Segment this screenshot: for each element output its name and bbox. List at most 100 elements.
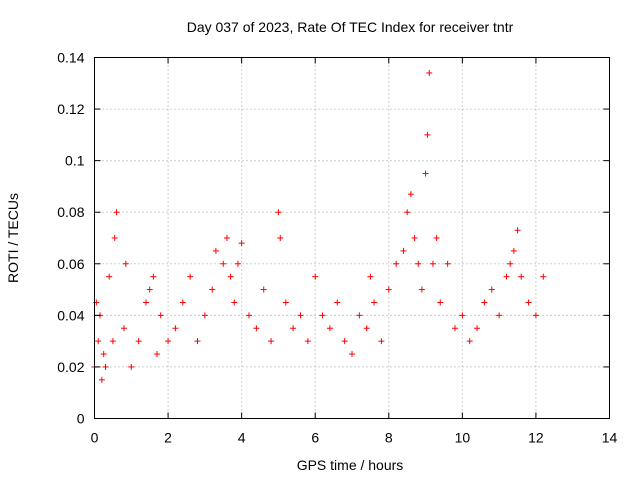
data-point [415, 260, 422, 267]
data-point [231, 299, 238, 306]
data-point [143, 299, 149, 306]
chart-title: Day 037 of 2023, Rate Of TEC Index for r… [187, 19, 514, 35]
data-point [268, 338, 275, 345]
x-tick-label: 8 [385, 430, 393, 446]
x-tick-label: 6 [311, 430, 319, 446]
data-point [111, 235, 118, 241]
data-point [385, 286, 392, 293]
y-axis-label: ROTI / TECUs [5, 193, 21, 283]
data-point [135, 338, 142, 345]
data-point [426, 69, 433, 76]
data-point [220, 260, 227, 267]
data-point [356, 312, 363, 319]
data-point [378, 338, 385, 345]
data-point [481, 299, 488, 306]
data-point [510, 247, 517, 254]
data-point [234, 260, 241, 267]
x-tick-label: 2 [164, 430, 172, 446]
data-point [282, 299, 289, 306]
data-point [496, 312, 503, 319]
y-tick-label: 0 [77, 411, 85, 427]
data-point [319, 312, 326, 319]
data-point [201, 312, 208, 319]
data-point [507, 260, 514, 267]
data-point [433, 235, 440, 241]
data-point [223, 235, 230, 241]
data-point [393, 260, 400, 267]
data-points [91, 69, 547, 383]
y-tick-label: 0.04 [57, 307, 84, 323]
data-point [172, 325, 179, 332]
data-point [334, 299, 341, 306]
x-axis-ticks: 0 2 4 6 8 10 12 14 [91, 57, 618, 446]
data-point [518, 273, 525, 280]
x-tick-label: 12 [528, 430, 544, 446]
data-point [488, 286, 495, 293]
data-point [326, 325, 333, 332]
data-point [407, 191, 414, 198]
data-point [157, 312, 164, 319]
y-axis-ticks: 0 0.02 0.04 0.06 0.08 0.1 0.12 0.14 [57, 50, 610, 427]
data-point [95, 338, 102, 345]
data-point [154, 351, 161, 358]
data-point [209, 286, 216, 293]
data-point [109, 338, 116, 345]
data-point [452, 325, 458, 332]
data-point [187, 273, 194, 280]
data-point [404, 209, 411, 216]
y-tick-label: 0.12 [57, 101, 84, 117]
data-point [128, 363, 135, 370]
data-point [146, 286, 153, 293]
data-point [165, 338, 172, 345]
data-point [304, 338, 311, 345]
data-point [227, 273, 234, 280]
data-point [98, 376, 105, 383]
x-tick-label: 14 [602, 430, 618, 446]
data-point [100, 351, 107, 358]
data-point [371, 299, 378, 306]
data-point [312, 273, 319, 280]
data-point [253, 325, 260, 332]
y-tick-label: 0.06 [57, 256, 84, 272]
data-point [540, 273, 547, 280]
data-point [424, 131, 431, 138]
data-point [514, 227, 521, 234]
x-tick-label: 0 [91, 430, 99, 446]
data-point [297, 312, 304, 319]
data-point [106, 273, 113, 280]
data-point [367, 273, 374, 280]
data-point [437, 299, 444, 306]
data-point [503, 273, 510, 280]
x-axis-label: GPS time / hours [297, 457, 404, 473]
data-point [277, 235, 284, 241]
grid-lines [94, 57, 610, 419]
data-point [474, 325, 481, 332]
data-point [422, 170, 429, 177]
data-point [400, 247, 407, 254]
y-tick-label: 0.14 [57, 50, 84, 66]
data-point [212, 247, 219, 254]
x-tick-label: 4 [238, 430, 246, 446]
data-point [194, 338, 201, 345]
data-point [260, 286, 267, 293]
data-point [150, 273, 157, 280]
data-point [444, 260, 451, 267]
x-tick-label: 10 [455, 430, 471, 446]
y-tick-label: 0.1 [65, 153, 85, 169]
data-point [411, 235, 418, 241]
y-tick-label: 0.02 [57, 359, 84, 375]
data-point [246, 312, 252, 319]
data-point [179, 299, 186, 306]
data-point [102, 363, 109, 370]
data-point [113, 209, 120, 216]
plot-frame [94, 57, 610, 419]
data-point [341, 338, 348, 345]
data-point [275, 209, 282, 216]
data-point [466, 338, 473, 345]
data-point [363, 325, 370, 332]
y-tick-label: 0.08 [57, 204, 84, 220]
data-point [349, 351, 355, 358]
data-point [122, 260, 129, 267]
data-point [525, 299, 532, 306]
